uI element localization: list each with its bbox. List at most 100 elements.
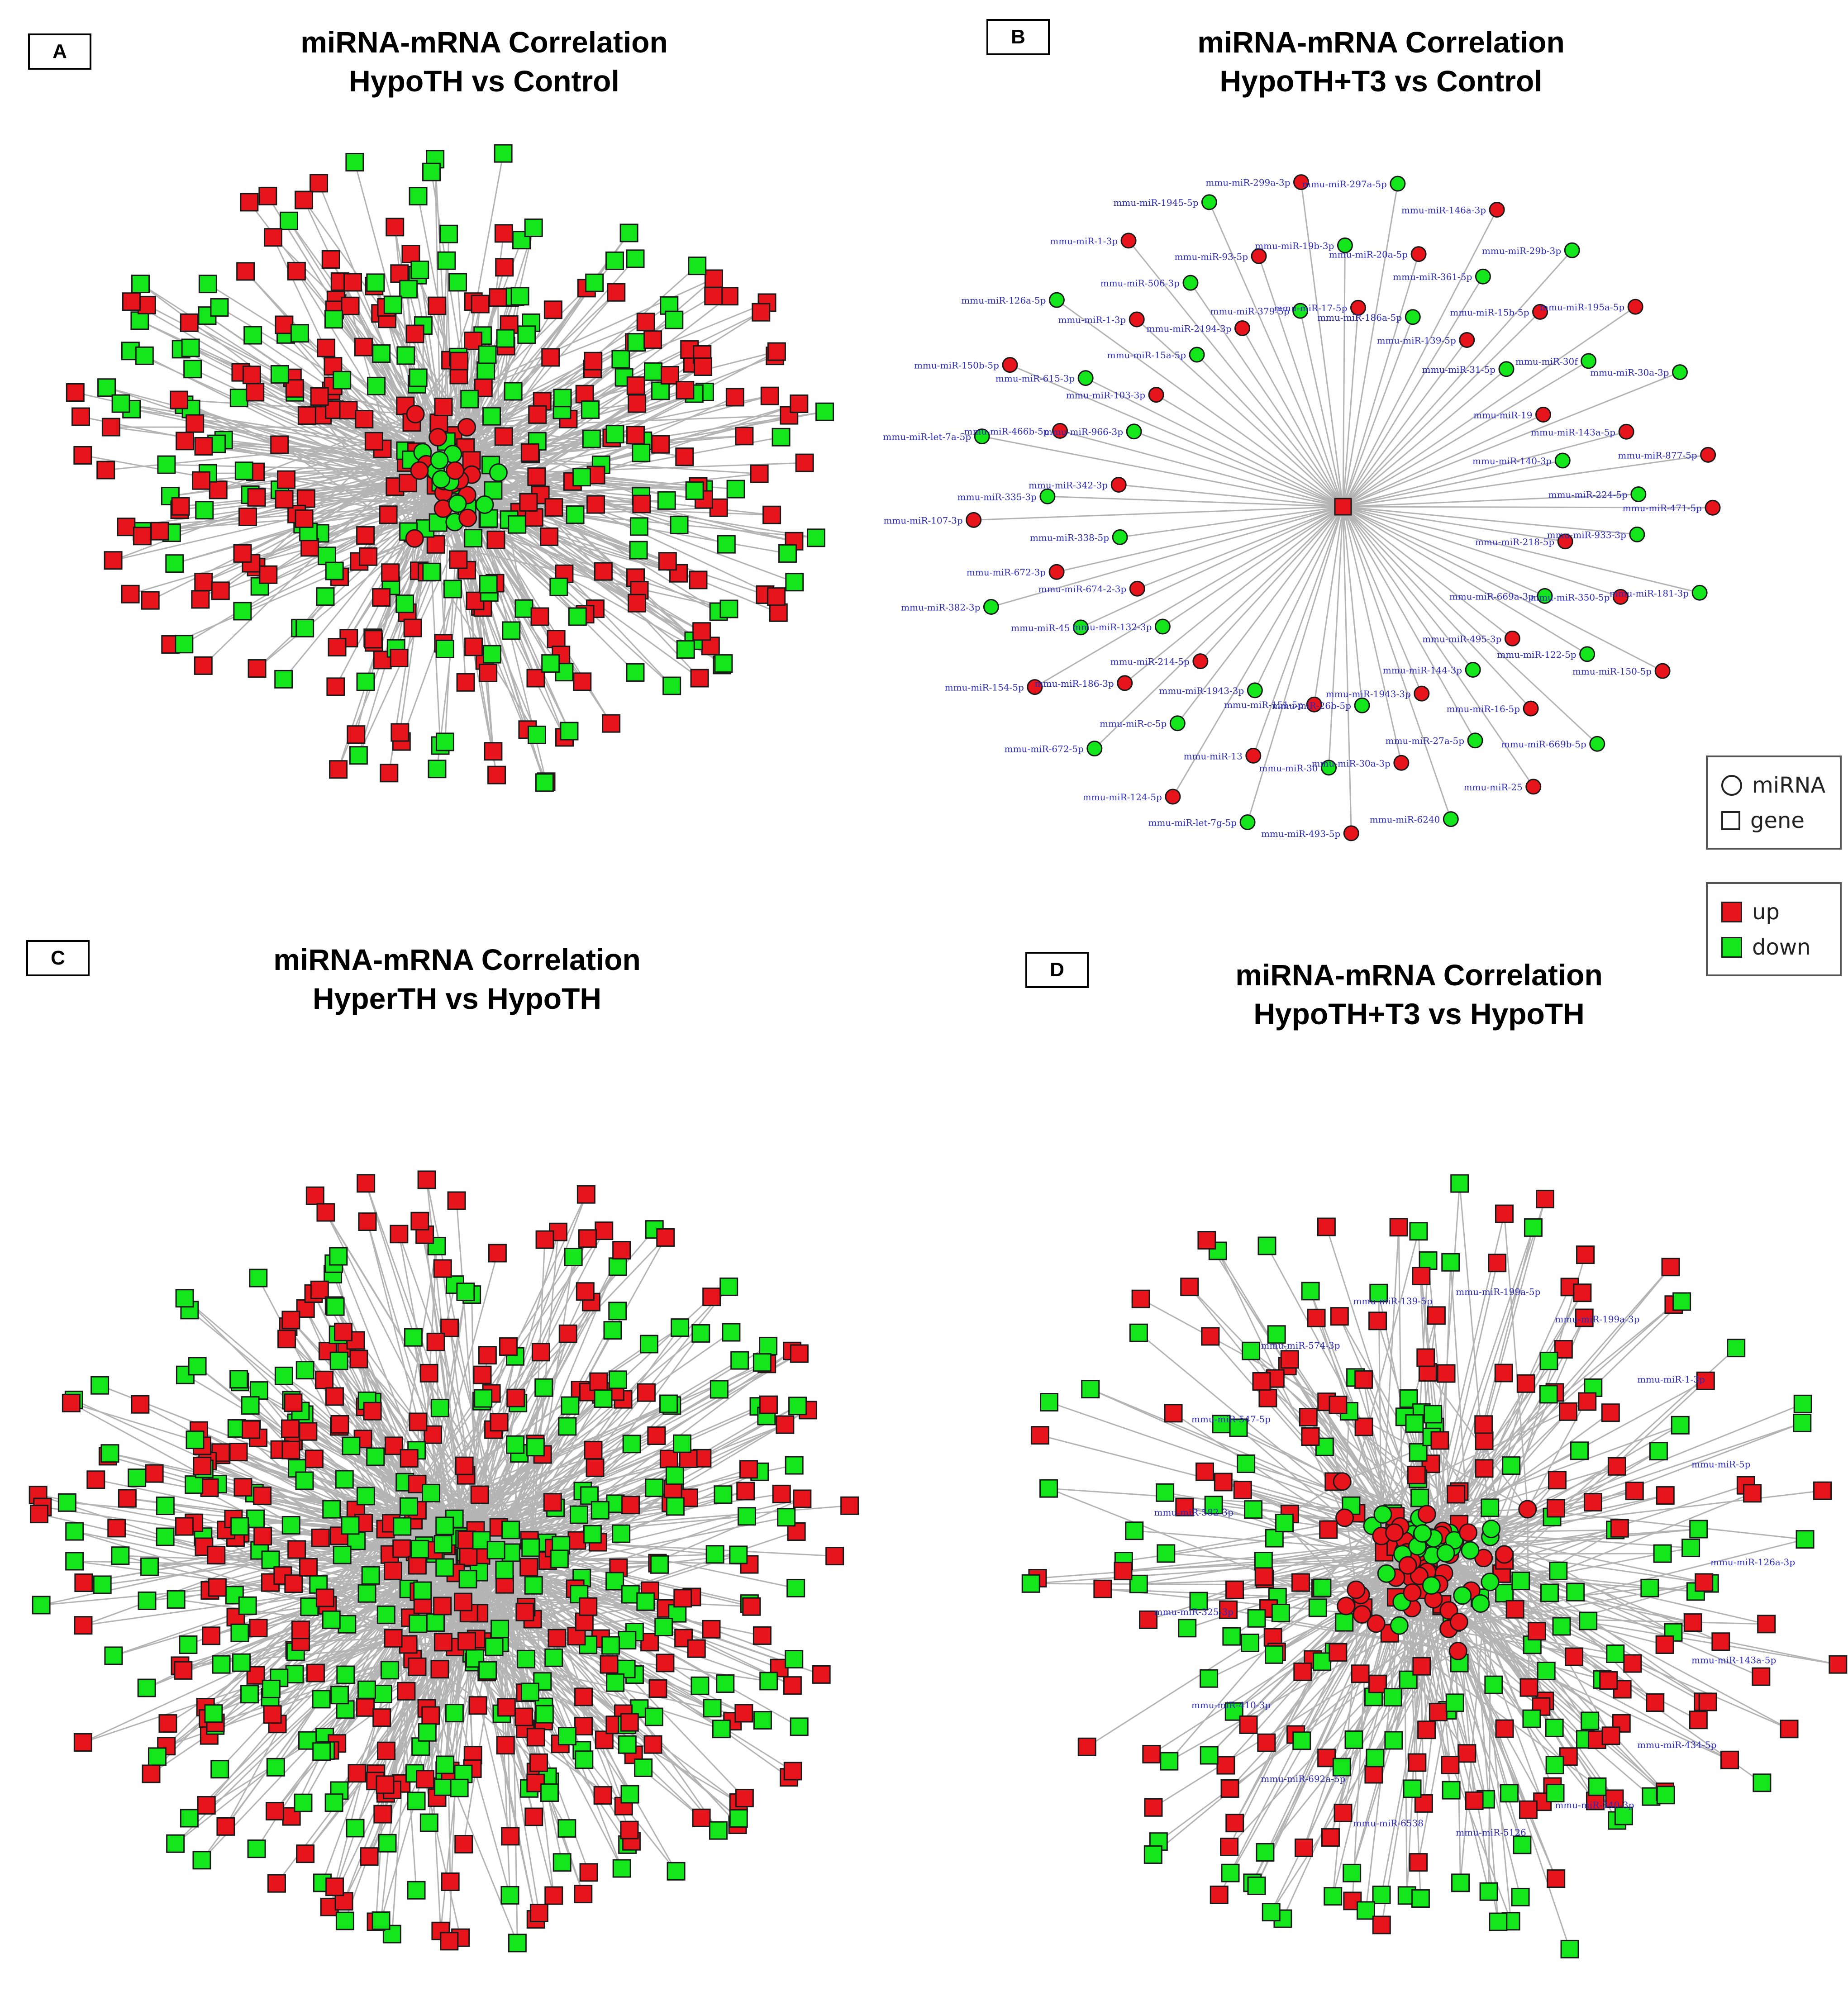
gene-node <box>702 1620 721 1639</box>
gene-node <box>1606 1644 1625 1663</box>
gene-node <box>188 1357 207 1376</box>
gene-node <box>735 427 754 446</box>
gene-node <box>1131 1289 1150 1308</box>
gene-node <box>643 330 662 349</box>
edge <box>391 1363 767 1524</box>
gene-node <box>515 1602 534 1621</box>
edge <box>1137 506 1343 589</box>
gene-node <box>175 635 194 654</box>
mirna-node <box>1239 814 1256 831</box>
gene-node <box>249 1269 268 1288</box>
gene-node <box>1039 1393 1058 1412</box>
gene-node <box>1450 1174 1469 1193</box>
gene-node <box>1813 1481 1832 1500</box>
mirna-label: mmu-miR-126a-3p <box>1710 1557 1795 1568</box>
gene-node <box>514 599 533 618</box>
gene-node <box>90 1376 110 1395</box>
edge <box>1343 414 1544 508</box>
gene-node <box>719 1277 738 1296</box>
mirna-label: mmu-miR-107-3p <box>883 515 962 526</box>
gene-node <box>322 1610 341 1629</box>
gene-node <box>1649 1442 1668 1461</box>
mirna-label: mmu-miR-1943-3p <box>1159 685 1244 696</box>
mirna-node <box>1459 332 1475 348</box>
gene-node <box>111 1546 130 1565</box>
mirna-label: mmu-miR-140-3p <box>1472 456 1552 466</box>
gene-node <box>242 366 261 385</box>
edge <box>1242 328 1344 507</box>
gene-node <box>329 1351 348 1370</box>
gene-node <box>96 461 115 480</box>
gene-node <box>548 1629 567 1648</box>
gene-node <box>1329 1395 1348 1414</box>
gene-node <box>1519 1678 1538 1697</box>
gene-node <box>767 342 786 361</box>
gene-node <box>524 508 543 527</box>
gene-node <box>573 672 592 691</box>
gene-node <box>1275 1513 1294 1532</box>
gene-node <box>1257 1733 1276 1752</box>
gene-node <box>357 1174 376 1193</box>
mirna-node <box>1403 1583 1422 1602</box>
gene-node <box>704 287 723 306</box>
mirna-node <box>1353 1605 1372 1624</box>
gene-node <box>281 1311 300 1330</box>
gene-node <box>324 310 343 329</box>
gene-node <box>422 162 441 181</box>
gene-node <box>795 453 814 472</box>
gene-node <box>200 1478 219 1497</box>
mirna-label: mmu-miR-29b-3p <box>1482 245 1561 256</box>
mirna-label: mmu-miR-299a-3p <box>1205 177 1290 188</box>
gene-node <box>285 1665 304 1684</box>
gene-node <box>347 725 366 744</box>
gene-node <box>399 280 418 299</box>
edge <box>1342 245 1346 507</box>
gene-node <box>479 663 498 682</box>
gene-node <box>131 1395 150 1414</box>
gene-node <box>422 562 441 581</box>
edge <box>419 1331 732 1550</box>
gene-node <box>501 1521 520 1540</box>
gene-node <box>1656 1486 1675 1505</box>
edge <box>1343 494 1638 508</box>
gene-node <box>180 313 199 332</box>
gene-node <box>1576 1245 1595 1264</box>
gene-node <box>208 1578 227 1597</box>
gene-node <box>339 401 358 420</box>
gene-node <box>315 1370 334 1389</box>
gene-node <box>141 591 160 610</box>
gene-node <box>557 1819 576 1838</box>
down-swatch-icon <box>1721 937 1742 958</box>
gene-node <box>118 1489 137 1508</box>
gene-node <box>495 258 514 277</box>
gene-node <box>209 480 228 499</box>
gene-node <box>621 1496 640 1515</box>
gene-node <box>491 1620 510 1639</box>
gene-node <box>508 515 527 534</box>
gene-node <box>1212 1415 1231 1434</box>
gene-node <box>295 190 314 209</box>
gene-node <box>474 1389 493 1408</box>
gene-node <box>334 1892 353 1911</box>
gene-node <box>66 383 85 402</box>
gene-node <box>333 371 352 390</box>
mirna-node <box>1413 1524 1432 1543</box>
gene-node <box>364 630 383 649</box>
edge <box>1343 506 1545 597</box>
mirna-node <box>1554 452 1571 469</box>
mirna-label: mmu-miR-350-5p <box>1530 592 1610 603</box>
gene-node <box>418 1723 437 1742</box>
gene-node <box>605 1572 624 1591</box>
edge <box>1190 282 1344 507</box>
gene-node <box>357 1680 376 1699</box>
gene-node <box>719 599 738 618</box>
gene-node <box>1465 1791 1484 1810</box>
edge <box>251 492 444 564</box>
gene-node <box>101 418 120 437</box>
mirna-node <box>1077 370 1094 386</box>
mirna-label: mmu-miR-16-5p <box>1447 703 1520 714</box>
edge <box>367 1221 446 1526</box>
gene-node <box>1324 1887 1343 1906</box>
mirna-node <box>1245 747 1262 764</box>
gene-node <box>1317 1749 1336 1768</box>
